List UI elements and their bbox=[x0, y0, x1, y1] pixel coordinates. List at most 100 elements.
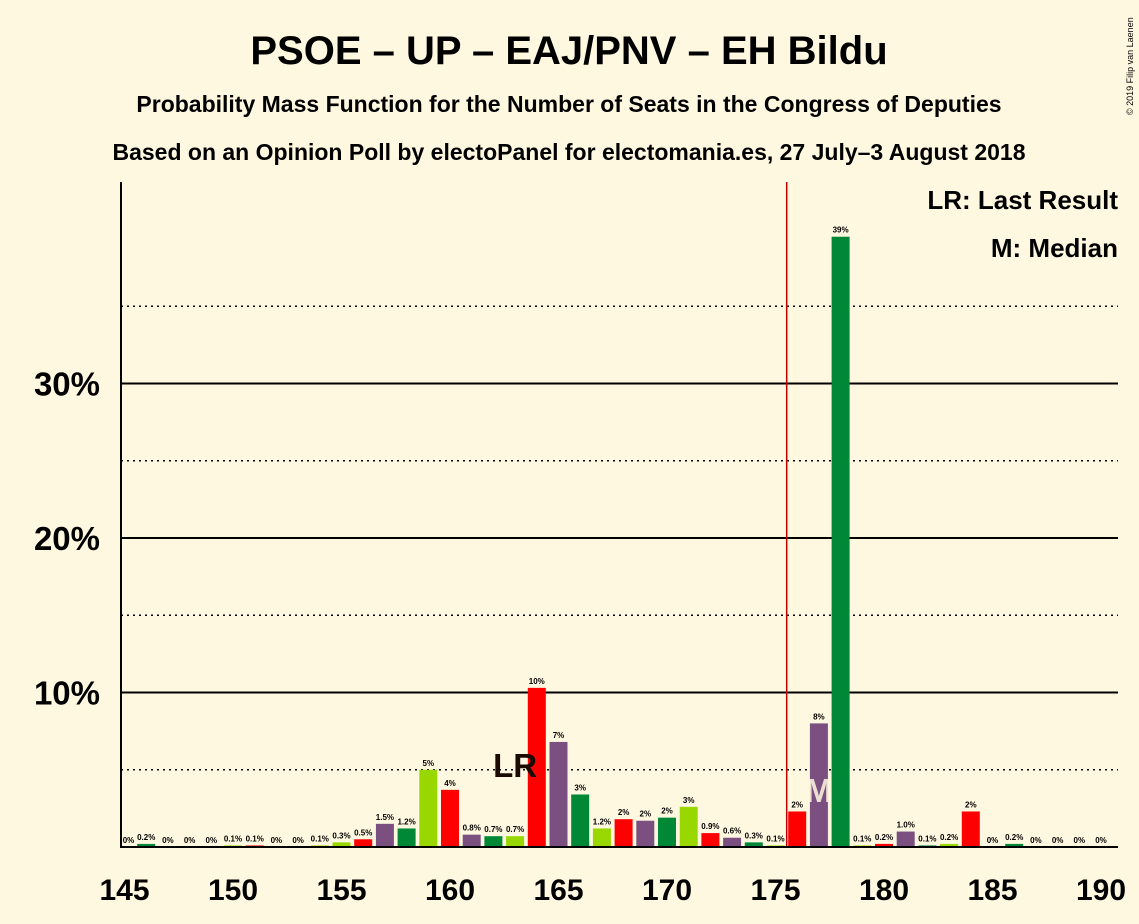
bar-label-163: 0.7% bbox=[506, 825, 524, 834]
bar-label-159: 5% bbox=[423, 759, 435, 768]
copyright-notice: © 2019 Filip van Laenen bbox=[1125, 17, 1135, 115]
bar-label-155: 0.3% bbox=[332, 831, 350, 840]
bar-label-190: 0% bbox=[1095, 836, 1107, 845]
chart-subtitle-2: Based on an Opinion Poll by electoPanel … bbox=[112, 139, 1025, 165]
bar-label-162: 0.7% bbox=[484, 825, 502, 834]
last-result-marker: LR bbox=[493, 747, 537, 784]
bar-177 bbox=[809, 723, 828, 847]
bar-label-178: 39% bbox=[833, 226, 849, 235]
bar-label-148: 0% bbox=[184, 836, 196, 845]
bar-label-145: 0% bbox=[123, 836, 135, 845]
bar-184 bbox=[961, 811, 980, 847]
bar-168 bbox=[614, 819, 633, 847]
bar-163 bbox=[506, 836, 525, 847]
x-tick-label-150: 150 bbox=[208, 874, 258, 907]
markers: LR M bbox=[493, 182, 833, 847]
bar-label-184: 2% bbox=[965, 800, 977, 809]
bar-label-156: 0.5% bbox=[354, 828, 372, 837]
bar-label-172: 0.9% bbox=[701, 822, 719, 831]
bar-162 bbox=[484, 836, 503, 847]
y-tick-label-20: 20% bbox=[34, 520, 100, 557]
bar-label-177: 8% bbox=[813, 712, 825, 721]
bar-label-167: 1.2% bbox=[593, 817, 611, 826]
bar-label-157: 1.5% bbox=[376, 813, 394, 822]
x-tick-label-160: 160 bbox=[425, 874, 475, 907]
bar-label-166: 3% bbox=[574, 783, 586, 792]
bar-161 bbox=[462, 834, 481, 847]
bar-172 bbox=[701, 833, 720, 847]
bar-158 bbox=[397, 828, 416, 847]
bar-label-149: 0% bbox=[206, 836, 218, 845]
bar-label-152: 0% bbox=[271, 836, 283, 845]
bar-label-168: 2% bbox=[618, 808, 630, 817]
grid-lines bbox=[121, 305, 1118, 771]
x-tick-label-155: 155 bbox=[316, 874, 366, 907]
bar-label-185: 0% bbox=[987, 836, 999, 845]
bar-label-160: 4% bbox=[444, 779, 456, 788]
bar-label-175: 0.1% bbox=[766, 834, 784, 843]
bar-label-161: 0.8% bbox=[463, 824, 481, 833]
bar-label-153: 0% bbox=[292, 836, 304, 845]
bar-165 bbox=[549, 741, 568, 847]
chart-subtitle-1: Probability Mass Function for the Number… bbox=[136, 91, 1001, 117]
bar-167 bbox=[592, 828, 611, 847]
bar-160 bbox=[441, 789, 459, 847]
bar-159 bbox=[419, 769, 438, 847]
bar-181 bbox=[896, 831, 915, 847]
bar-label-179: 0.1% bbox=[853, 834, 871, 843]
axes: 10% 20% 30% 145 150 155 160 165 170 175 180 185 190 bbox=[34, 182, 1126, 907]
y-tick-label-10: 10% bbox=[34, 675, 100, 712]
bar-label-183: 0.2% bbox=[940, 833, 958, 842]
bars bbox=[137, 236, 1024, 848]
x-tick-label-175: 175 bbox=[750, 874, 800, 907]
bar-label-151: 0.1% bbox=[246, 834, 264, 843]
bar-label-180: 0.2% bbox=[875, 833, 893, 842]
bar-155 bbox=[332, 842, 351, 847]
legend-median: M: Median bbox=[991, 233, 1118, 263]
bar-labels: 0.2% 0% 0% 0% 0.1% 0.1% 0% 0% 0.1% 0.3% 0.5%1.5%1.… bbox=[123, 226, 1107, 845]
bar-label-182: 0.1% bbox=[918, 834, 936, 843]
x-tick-label-165: 165 bbox=[533, 874, 583, 907]
bar-170 bbox=[658, 817, 676, 847]
bar-label-164: 10% bbox=[529, 677, 545, 686]
y-tick-label-30: 30% bbox=[34, 366, 100, 403]
bar-label-188: 0% bbox=[1052, 836, 1064, 845]
bar-label-173: 0.6% bbox=[723, 827, 741, 836]
bar-label-158: 1.2% bbox=[397, 817, 415, 826]
bar-186 bbox=[1005, 843, 1024, 847]
bar-157 bbox=[375, 823, 394, 847]
x-tick-label-185: 185 bbox=[967, 874, 1017, 907]
bar-label-176: 2% bbox=[791, 800, 803, 809]
x-tick-label-190: 190 bbox=[1076, 874, 1126, 907]
bar-164 bbox=[527, 687, 546, 847]
bar-173 bbox=[723, 837, 742, 847]
bar-169 bbox=[636, 820, 655, 847]
legend-last-result: LR: Last Result bbox=[927, 185, 1118, 215]
bar-166 bbox=[571, 794, 590, 847]
bar-label-165: 7% bbox=[553, 731, 565, 740]
bar-label-189: 0% bbox=[1074, 836, 1086, 845]
bar-label-174: 0.3% bbox=[745, 831, 763, 840]
bar-label-186: 0.2% bbox=[1005, 833, 1023, 842]
bar-label-187: 0% bbox=[1030, 836, 1042, 845]
bar-label-147: 0% bbox=[162, 836, 174, 845]
bar-label-171: 3% bbox=[683, 796, 695, 805]
x-tick-label-145: 145 bbox=[99, 874, 149, 907]
bar-180 bbox=[875, 843, 893, 847]
bar-174 bbox=[744, 842, 763, 847]
bar-146 bbox=[137, 843, 156, 847]
bar-171 bbox=[679, 806, 698, 847]
x-tick-label-180: 180 bbox=[859, 874, 909, 907]
chart-title: PSOE – UP – EAJ/PNV – EH Bildu bbox=[250, 29, 887, 73]
bar-label-181: 1.0% bbox=[897, 821, 915, 830]
bar-183 bbox=[940, 843, 959, 847]
bar-label-154: 0.1% bbox=[311, 834, 329, 843]
bar-156 bbox=[354, 839, 373, 847]
median-marker: M bbox=[805, 772, 833, 809]
bar-176 bbox=[788, 811, 807, 847]
bar-label-170: 2% bbox=[661, 807, 673, 816]
x-tick-label-170: 170 bbox=[642, 874, 692, 907]
bar-label-150: 0.1% bbox=[224, 834, 242, 843]
bar-label-169: 2% bbox=[640, 810, 652, 819]
